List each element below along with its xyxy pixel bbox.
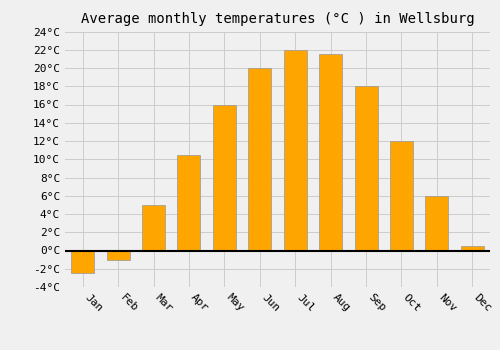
Bar <box>213 105 236 251</box>
Bar <box>354 86 378 251</box>
Bar <box>142 205 165 251</box>
Bar <box>284 50 306 251</box>
Bar <box>426 196 448 251</box>
Bar <box>319 54 342 251</box>
Bar <box>106 251 130 260</box>
Bar <box>178 155 201 251</box>
Title: Average monthly temperatures (°C ) in Wellsburg: Average monthly temperatures (°C ) in We… <box>80 12 474 26</box>
Bar <box>248 68 272 251</box>
Bar <box>390 141 413 251</box>
Bar <box>461 246 484 251</box>
Bar <box>71 251 94 273</box>
